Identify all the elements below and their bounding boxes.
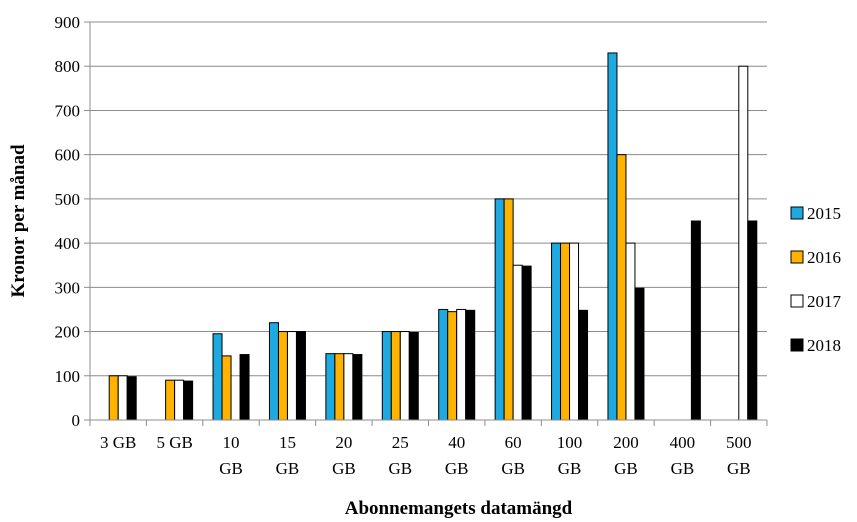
- y-tick-label: 300: [55, 278, 81, 297]
- x-tick-label: 100: [557, 433, 583, 452]
- x-tick-label: 5 GB: [156, 433, 192, 452]
- bar-2018-2: [239, 354, 250, 421]
- x-tick-label: GB: [332, 459, 356, 478]
- legend: 2015 2016 2017 2018: [790, 204, 842, 355]
- bar-2017-7: [512, 264, 523, 421]
- legend-swatch-2016: [790, 250, 804, 264]
- bar-2017-6: [456, 308, 467, 421]
- legend-label-2018: 2018: [807, 336, 841, 355]
- bar-2018-3: [295, 331, 306, 421]
- x-tick-label: GB: [219, 459, 243, 478]
- bar-2016-3: [277, 331, 288, 421]
- bar-2017-3: [286, 331, 297, 421]
- x-tick-label: 15: [279, 433, 296, 452]
- bar-2016-9: [616, 154, 627, 421]
- y-tick-label: 800: [55, 57, 81, 76]
- bar-2018-0: [126, 376, 137, 421]
- x-tick-label: 40: [448, 433, 465, 452]
- y-tick-label: 600: [55, 146, 81, 165]
- y-tick-label: 500: [55, 190, 81, 209]
- y-tick-label: 0: [72, 411, 81, 430]
- bar-2018-1: [183, 380, 194, 421]
- bar-2015-6: [438, 308, 449, 421]
- bar-2017-8: [569, 242, 580, 421]
- x-tick-label: 10: [223, 433, 240, 452]
- y-tick-label: 700: [55, 101, 81, 120]
- x-tick-label: 500: [726, 433, 752, 452]
- x-tick-label: GB: [388, 459, 412, 478]
- bar-2015-7: [494, 198, 505, 421]
- x-tick-label: 3 GB: [100, 433, 136, 452]
- bar-2017-11: [738, 65, 749, 421]
- bar-2015-3: [268, 322, 279, 421]
- gridlines: [90, 21, 767, 377]
- y-axis-title: Kronor per månad: [8, 144, 29, 298]
- bar-2017-9: [625, 242, 636, 421]
- bar-2018-6: [465, 309, 476, 421]
- x-tick-label: GB: [276, 459, 300, 478]
- bar-2018-7: [521, 265, 532, 421]
- x-axis-title: Abonnemangets datamängd: [345, 498, 573, 519]
- x-tick-label: GB: [671, 459, 695, 478]
- bar-2015-8: [551, 242, 562, 421]
- bar-2016-6: [447, 311, 458, 421]
- legend-label-2017: 2017: [807, 292, 842, 311]
- y-tick-label: 900: [55, 13, 81, 32]
- legend-swatch-2018: [790, 338, 804, 352]
- y-tick-label: 200: [55, 323, 81, 342]
- bar-2016-2: [221, 355, 232, 421]
- legend-label-2016: 2016: [807, 248, 841, 267]
- bar-2015-2: [212, 333, 223, 421]
- bar-2018-11: [747, 220, 758, 421]
- bar-2018-8: [578, 309, 589, 421]
- bar-2017-4: [343, 353, 354, 421]
- bar-2016-5: [390, 331, 401, 421]
- bar-2016-4: [334, 353, 345, 421]
- bar-2018-10: [690, 220, 701, 421]
- x-tick-label: 200: [613, 433, 639, 452]
- x-tick-label: 20: [335, 433, 352, 452]
- bar-2015-5: [381, 331, 392, 421]
- x-tick-label: 400: [670, 433, 696, 452]
- x-tick-label: GB: [558, 459, 582, 478]
- bar-2015-4: [325, 353, 336, 421]
- bar-2016-1: [165, 379, 176, 421]
- legend-label-2015: 2015: [807, 204, 841, 223]
- legend-swatch-2015: [790, 206, 804, 220]
- bar-2017-1: [174, 379, 185, 421]
- bar-2017-5: [399, 331, 410, 421]
- bars: [108, 52, 758, 421]
- bar-2016-8: [560, 242, 571, 421]
- x-tick-label: GB: [727, 459, 751, 478]
- y-tick-label: 400: [55, 234, 81, 253]
- tick-labels: 0 100 200 300 400 500 600 700 800 900 3 GB 5 GB 10 GB…: [55, 13, 752, 478]
- bar-2018-9: [634, 287, 645, 421]
- bar-2018-5: [408, 331, 419, 421]
- bar-2017-0: [117, 375, 128, 421]
- x-tick-label: GB: [501, 459, 525, 478]
- axes: [89, 22, 768, 426]
- x-tick-label: GB: [445, 459, 469, 478]
- y-tick-label: 100: [55, 367, 81, 386]
- x-tick-label: 25: [392, 433, 409, 452]
- bar-2016-7: [503, 198, 514, 421]
- x-tick-label: 60: [505, 433, 522, 452]
- bar-2016-0: [108, 375, 119, 421]
- x-tick-label: GB: [614, 459, 638, 478]
- bar-2018-4: [352, 354, 363, 421]
- legend-swatch-2017: [790, 294, 804, 308]
- bar-2015-9: [607, 52, 618, 421]
